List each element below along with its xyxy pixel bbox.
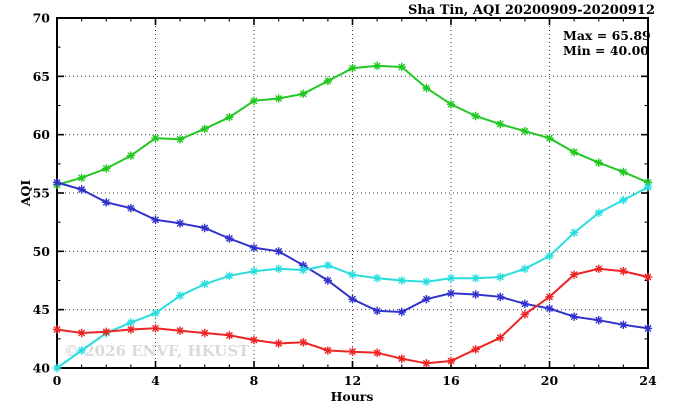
red-series-markers (52, 264, 653, 368)
x-tick-label: 8 (250, 373, 259, 388)
x-tick-label: 16 (442, 373, 460, 388)
y-tick-label: 50 (33, 244, 51, 259)
y-axis-label: AQI (18, 180, 33, 208)
y-tick-label: 55 (33, 186, 50, 201)
y-tick-label: 65 (33, 69, 50, 84)
max-annotation: Max = 65.89 (563, 28, 651, 43)
plot-generated-layer: 0 4 8 12 16 20 24 40 45 50 55 60 65 70 (33, 11, 657, 389)
plot-frame (56, 17, 649, 369)
x-tick-label: 20 (541, 373, 559, 388)
blue-series-markers (52, 178, 653, 333)
min-annotation: Min = 40.00 (563, 43, 649, 58)
y-tick-label: 70 (33, 11, 51, 26)
x-tick-label: 4 (151, 373, 160, 388)
y-tick-label: 45 (33, 302, 50, 317)
green-series-markers (52, 61, 653, 190)
watermark: © 2026 ENVF, HKUST (64, 342, 250, 360)
x-tick-label: 24 (639, 373, 657, 388)
chart-title: Sha Tin, AQI 20200909-20200912 (408, 3, 655, 18)
x-axis-label: Hours (331, 389, 374, 404)
y-tick-label: 40 (33, 361, 51, 376)
y-tick-label: 60 (33, 127, 51, 142)
x-tick-label: 12 (344, 373, 361, 388)
x-tick-label: 0 (53, 373, 62, 388)
